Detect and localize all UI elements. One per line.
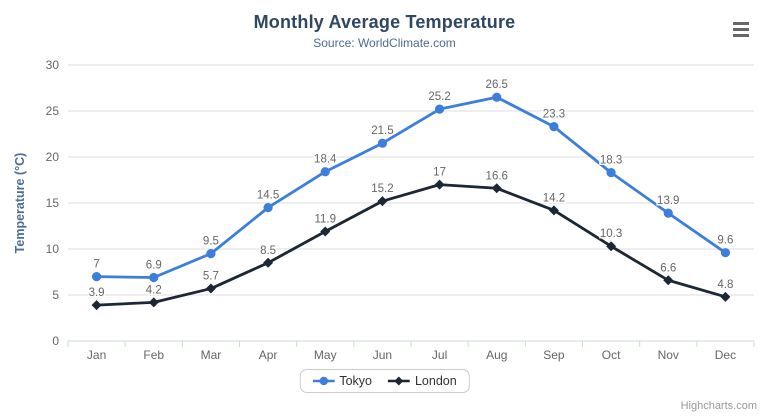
tokyo-data-point-marker[interactable]: [320, 167, 330, 177]
london-data-label: 4.8: [717, 279, 733, 291]
y-axis-tick-label: 0: [52, 334, 59, 348]
tokyo-data-label: 18.3: [600, 155, 622, 167]
tokyo-data-label: 21.5: [371, 125, 393, 137]
tokyo-data-point-marker[interactable]: [149, 272, 159, 283]
tokyo-data-point-marker[interactable]: [434, 104, 445, 114]
london-data-point-marker[interactable]: [434, 179, 445, 190]
london-data-label: 10.3: [600, 228, 622, 240]
x-axis-tick-label: Dec: [715, 348, 736, 362]
london-data-label: 16.6: [486, 170, 508, 182]
london-data-label: 11.9: [314, 214, 336, 226]
chart-title: Monthly Average Temperature: [253, 12, 516, 32]
london-data-point-marker[interactable]: [606, 241, 617, 252]
x-axis-tick-label: Aug: [486, 348, 507, 362]
chart-subtitle: Source: WorldClimate.com: [313, 36, 456, 50]
y-axis-tick-label: 30: [46, 58, 60, 72]
london-legend-marker-icon: [387, 376, 410, 386]
london-data-point-marker[interactable]: [91, 300, 102, 311]
x-axis-tick-label: Jan: [87, 348, 106, 362]
x-axis-tick-label: Apr: [259, 348, 278, 362]
london-data-label: 4.2: [146, 284, 162, 296]
tokyo-data-label: 26.5: [486, 79, 508, 91]
y-axis-tick-label: 15: [46, 196, 60, 210]
x-axis-tick-label: Sep: [543, 348, 565, 362]
x-axis-tick-label: May: [314, 348, 337, 362]
tokyo-series-line[interactable]: [95, 95, 727, 279]
tokyo-data-point-marker[interactable]: [91, 272, 102, 282]
y-axis-tick-label: 10: [46, 242, 60, 256]
london-data-point-marker[interactable]: [491, 183, 502, 194]
tokyo-data-point-marker[interactable]: [549, 122, 559, 132]
tokyo-data-label: 9.5: [203, 236, 219, 248]
london-data-label: 15.2: [371, 183, 393, 195]
y-axis-tick-label: 5: [52, 288, 59, 302]
hamburger-bar: [733, 21, 749, 25]
tokyo-data-point-marker[interactable]: [663, 208, 673, 218]
y-axis-tick-label: 25: [46, 104, 60, 118]
london-data-point-marker[interactable]: [720, 291, 731, 302]
y-axis-tick-label: 20: [46, 150, 60, 164]
hamburger-bar: [733, 27, 749, 31]
chart-legend: Tokyo London: [299, 369, 470, 393]
london-data-point-marker[interactable]: [320, 226, 331, 237]
london-data-point-marker[interactable]: [148, 297, 159, 308]
hamburger-bar: [733, 33, 749, 37]
london-data-point-marker[interactable]: [548, 205, 559, 216]
x-axis-tick-label: Jun: [373, 348, 392, 362]
x-axis-tick-label: Oct: [602, 348, 621, 362]
london-data-label: 5.7: [203, 271, 219, 283]
legend-item-london[interactable]: London: [387, 374, 457, 388]
london-series-line[interactable]: [95, 183, 727, 307]
tokyo-data-point-marker[interactable]: [206, 249, 216, 259]
x-axis-tick-label: Nov: [658, 348, 679, 362]
london-data-label: 8.5: [260, 245, 276, 257]
legend-item-label: Tokyo: [339, 374, 372, 388]
tokyo-data-label: 23.3: [543, 109, 565, 121]
x-axis-tick-label: Jul: [432, 348, 447, 362]
london-data-label: 14.2: [543, 192, 565, 204]
london-data-point-marker[interactable]: [377, 196, 388, 207]
tokyo-data-label: 9.6: [717, 235, 733, 247]
tokyo-data-point-marker[interactable]: [492, 92, 502, 102]
x-axis-tick-label: Mar: [201, 348, 222, 362]
hamburger-menu-icon[interactable]: [733, 20, 751, 38]
london-data-label: 17: [433, 167, 446, 179]
tokyo-data-point-marker[interactable]: [720, 248, 731, 258]
credits-link[interactable]: Highcharts.com: [680, 400, 757, 412]
tokyo-data-label: 25.2: [428, 91, 450, 103]
tokyo-data-label: 7: [93, 259, 99, 271]
tokyo-data-point-marker[interactable]: [606, 168, 616, 178]
x-axis-tick-label: Feb: [143, 348, 164, 362]
tokyo-legend-marker-icon: [312, 376, 335, 386]
tokyo-data-label: 18.4: [314, 154, 337, 166]
london-data-label: 6.6: [660, 262, 676, 274]
london-data-point-marker[interactable]: [263, 257, 274, 268]
legend-item-tokyo[interactable]: Tokyo: [312, 374, 372, 388]
london-data-point-marker[interactable]: [663, 275, 674, 286]
tokyo-data-label: 14.5: [257, 190, 279, 202]
tokyo-data-point-marker[interactable]: [377, 138, 388, 148]
london-data-label: 3.9: [89, 287, 105, 299]
london-data-point-marker[interactable]: [205, 283, 216, 294]
tokyo-data-label: 13.9: [657, 195, 679, 207]
tokyo-data-label: 6.9: [146, 260, 162, 272]
tokyo-data-point-marker[interactable]: [263, 203, 273, 213]
y-axis-title: Temperature (°C): [13, 153, 27, 254]
legend-item-label: London: [414, 374, 457, 388]
